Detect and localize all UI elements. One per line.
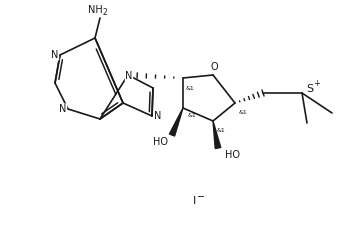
Text: &1: &1 [217, 128, 226, 132]
Text: N: N [154, 111, 162, 121]
Text: −: − [197, 192, 205, 202]
Text: N: N [59, 104, 67, 114]
Text: HO: HO [224, 150, 240, 160]
Text: HO: HO [153, 137, 167, 147]
Text: &1: &1 [186, 86, 195, 90]
Text: NH: NH [88, 5, 102, 15]
Text: O: O [210, 62, 218, 72]
Text: N: N [125, 71, 133, 81]
Text: &1: &1 [188, 113, 197, 119]
Text: +: + [314, 78, 320, 87]
Text: S: S [307, 84, 314, 94]
Text: N: N [51, 50, 59, 60]
Text: 2: 2 [103, 9, 107, 17]
Polygon shape [170, 108, 183, 136]
Text: I: I [193, 196, 196, 206]
Text: &1: &1 [239, 111, 248, 115]
Polygon shape [213, 121, 221, 148]
